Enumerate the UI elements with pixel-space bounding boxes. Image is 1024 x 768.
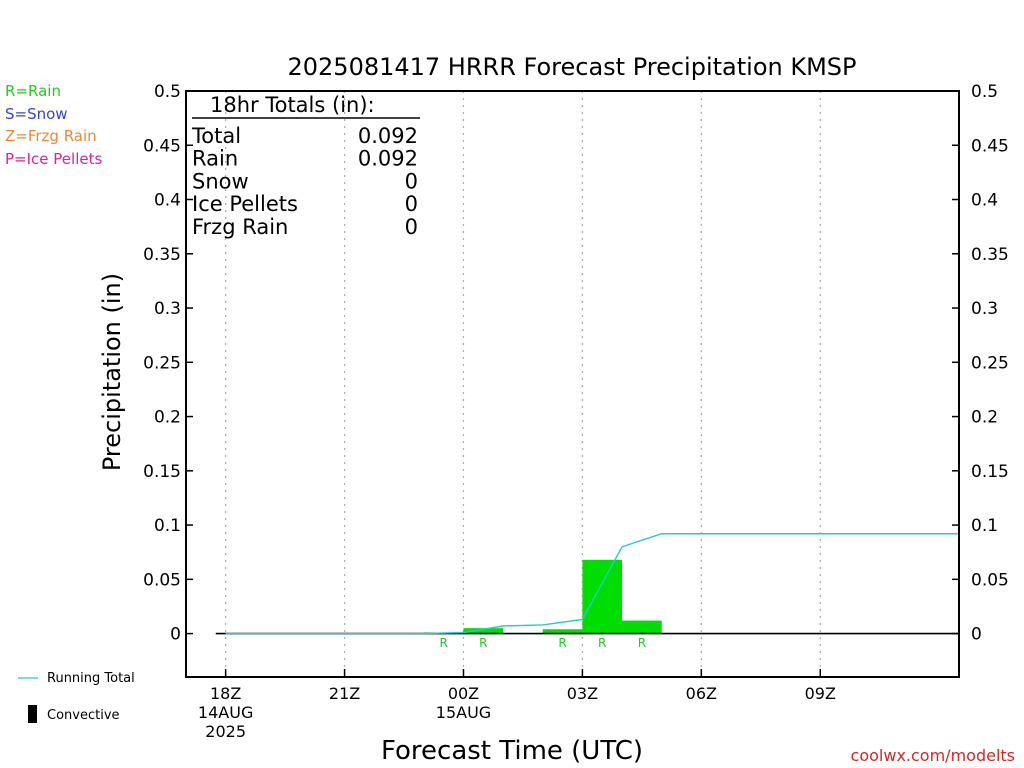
- x-tick-label: 03Z: [567, 684, 598, 703]
- y-tick-label-right: 0.25: [971, 353, 1009, 373]
- y-tick-label-left: 0.35: [143, 245, 181, 265]
- totals-row-label: Rain: [192, 147, 238, 171]
- ptype-marker: R: [598, 636, 606, 650]
- totals-row-label: Frzg Rain: [192, 215, 288, 239]
- ptype-legend-frzg-rain: Z=Frzg Rain: [5, 127, 97, 145]
- x-axis-label: Forecast Time (UTC): [381, 736, 643, 766]
- y-tick-label-right: 0.3: [971, 299, 998, 319]
- ptype-marker: R: [439, 636, 447, 650]
- precip-bars: [423, 559, 662, 634]
- y-tick-label-right: 0.05: [971, 570, 1009, 590]
- x-tick-label: 14AUG: [198, 703, 253, 722]
- x-tick-label: 21Z: [329, 684, 360, 703]
- chart-title: 2025081417 HRRR Forecast Precipitation K…: [287, 53, 856, 81]
- y-tick-label-left: 0.5: [154, 82, 181, 102]
- totals-row-value: 0: [405, 169, 418, 193]
- ptype-legend-snow: S=Snow: [5, 105, 68, 123]
- x-tick-label: 2025: [205, 722, 246, 741]
- y-tick-label-right: 0.15: [971, 462, 1009, 482]
- totals-header: 18hr Totals (in):: [210, 93, 375, 117]
- running-total-line: [225, 533, 959, 635]
- x-tick-label: 15AUG: [436, 703, 491, 722]
- y-tick-label-left: 0.05: [143, 570, 181, 590]
- y-axis-left: 0 0.05 0.1 0.15 0.2 0.25 0.3 0.35 0.4 0.45 0.5: [143, 82, 193, 645]
- totals-row-value: 0.092: [358, 147, 418, 171]
- x-tick-label: 06Z: [686, 684, 717, 703]
- totals-row-label: Ice Pellets: [192, 192, 298, 216]
- totals-row-label: Snow: [192, 169, 249, 193]
- series-legend: Running Total Convective: [18, 671, 135, 723]
- ptype-marker: R: [558, 636, 566, 650]
- footer-credit: coolwx.com/modelts: [851, 746, 1015, 765]
- y-tick-label-left: 0: [170, 625, 181, 645]
- ptype-legend-ice-pellets: P=Ice Pellets: [5, 150, 102, 168]
- y-tick-label-right: 0.5: [971, 82, 998, 102]
- y-tick-label-left: 0.3: [154, 299, 181, 319]
- y-tick-label-left: 0.2: [154, 408, 181, 428]
- ptype-marker: R: [638, 636, 646, 650]
- running-total-legend-label: Running Total: [47, 671, 135, 686]
- precip-bar: [622, 620, 662, 634]
- y-tick-label-left: 0.4: [154, 191, 181, 211]
- convective-legend-swatch: [28, 705, 37, 723]
- totals-row-value: 0: [405, 192, 418, 216]
- y-axis-right: 0 0.05 0.1 0.15 0.2 0.25 0.3 0.35 0.4 0.45 0.5: [952, 82, 1009, 645]
- x-tick-label: 09Z: [805, 684, 836, 703]
- plot-frame: [185, 90, 960, 678]
- y-tick-label-left: 0.15: [143, 462, 181, 482]
- precip-bar: [463, 628, 504, 634]
- x-tick-label: 00Z: [448, 684, 479, 703]
- x-tick-label: 18Z: [210, 684, 241, 703]
- y-tick-label-right: 0.4: [971, 191, 998, 211]
- totals-rows: Total 0.092 Rain 0.092 Snow 0 Ice Pellets 0 Frzg…: [191, 124, 418, 239]
- ptype-legend: R=Rain S=Snow Z=Frzg Rain P=Ice Pellets: [5, 82, 102, 168]
- totals-box: 18hr Totals (in): Total 0.092 Rain 0.092 Sno…: [191, 93, 420, 239]
- y-tick-label-right: 0: [971, 625, 982, 645]
- y-tick-label-right: 0.1: [971, 516, 998, 536]
- y-tick-label-right: 0.45: [971, 136, 1009, 156]
- ptype-legend-rain: R=Rain: [5, 82, 61, 100]
- precip-bar: [582, 559, 623, 634]
- y-tick-label-left: 0.1: [154, 516, 181, 536]
- ptype-marker: R: [479, 636, 487, 650]
- y-axis-label: Precipitation (in): [98, 273, 126, 471]
- precip-bar: [542, 629, 583, 634]
- convective-legend-label: Convective: [47, 708, 120, 723]
- totals-row-value: 0.092: [358, 124, 418, 148]
- y-tick-label-left: 0.45: [143, 136, 181, 156]
- grid-lines: [225, 91, 821, 677]
- y-tick-label-right: 0.2: [971, 408, 998, 428]
- totals-row-value: 0: [405, 215, 418, 239]
- y-tick-label-right: 0.35: [971, 245, 1009, 265]
- y-tick-label-left: 0.25: [143, 353, 181, 373]
- running-total-group: [225, 533, 959, 635]
- totals-row-label: Total: [191, 124, 241, 148]
